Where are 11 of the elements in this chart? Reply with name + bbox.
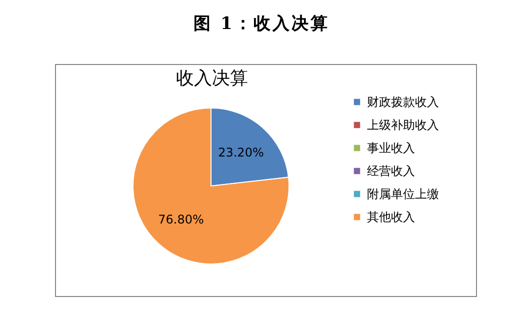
legend-label: 经营收入 bbox=[367, 164, 415, 178]
legend-label: 附属单位上缴 bbox=[367, 187, 439, 201]
data-label: 23.20% bbox=[218, 145, 264, 160]
legend-label: 财政拨款收入 bbox=[367, 95, 439, 109]
legend-label: 事业收入 bbox=[367, 141, 415, 155]
legend-label: 上级补助收入 bbox=[367, 118, 439, 132]
pie-slice bbox=[132, 108, 290, 264]
data-label: 76.80% bbox=[158, 212, 204, 227]
legend-label: 其他收入 bbox=[367, 210, 415, 224]
chart-title: 图 1：收入决算 bbox=[192, 13, 330, 35]
chart-subtitle: 收入决算 bbox=[176, 68, 248, 89]
